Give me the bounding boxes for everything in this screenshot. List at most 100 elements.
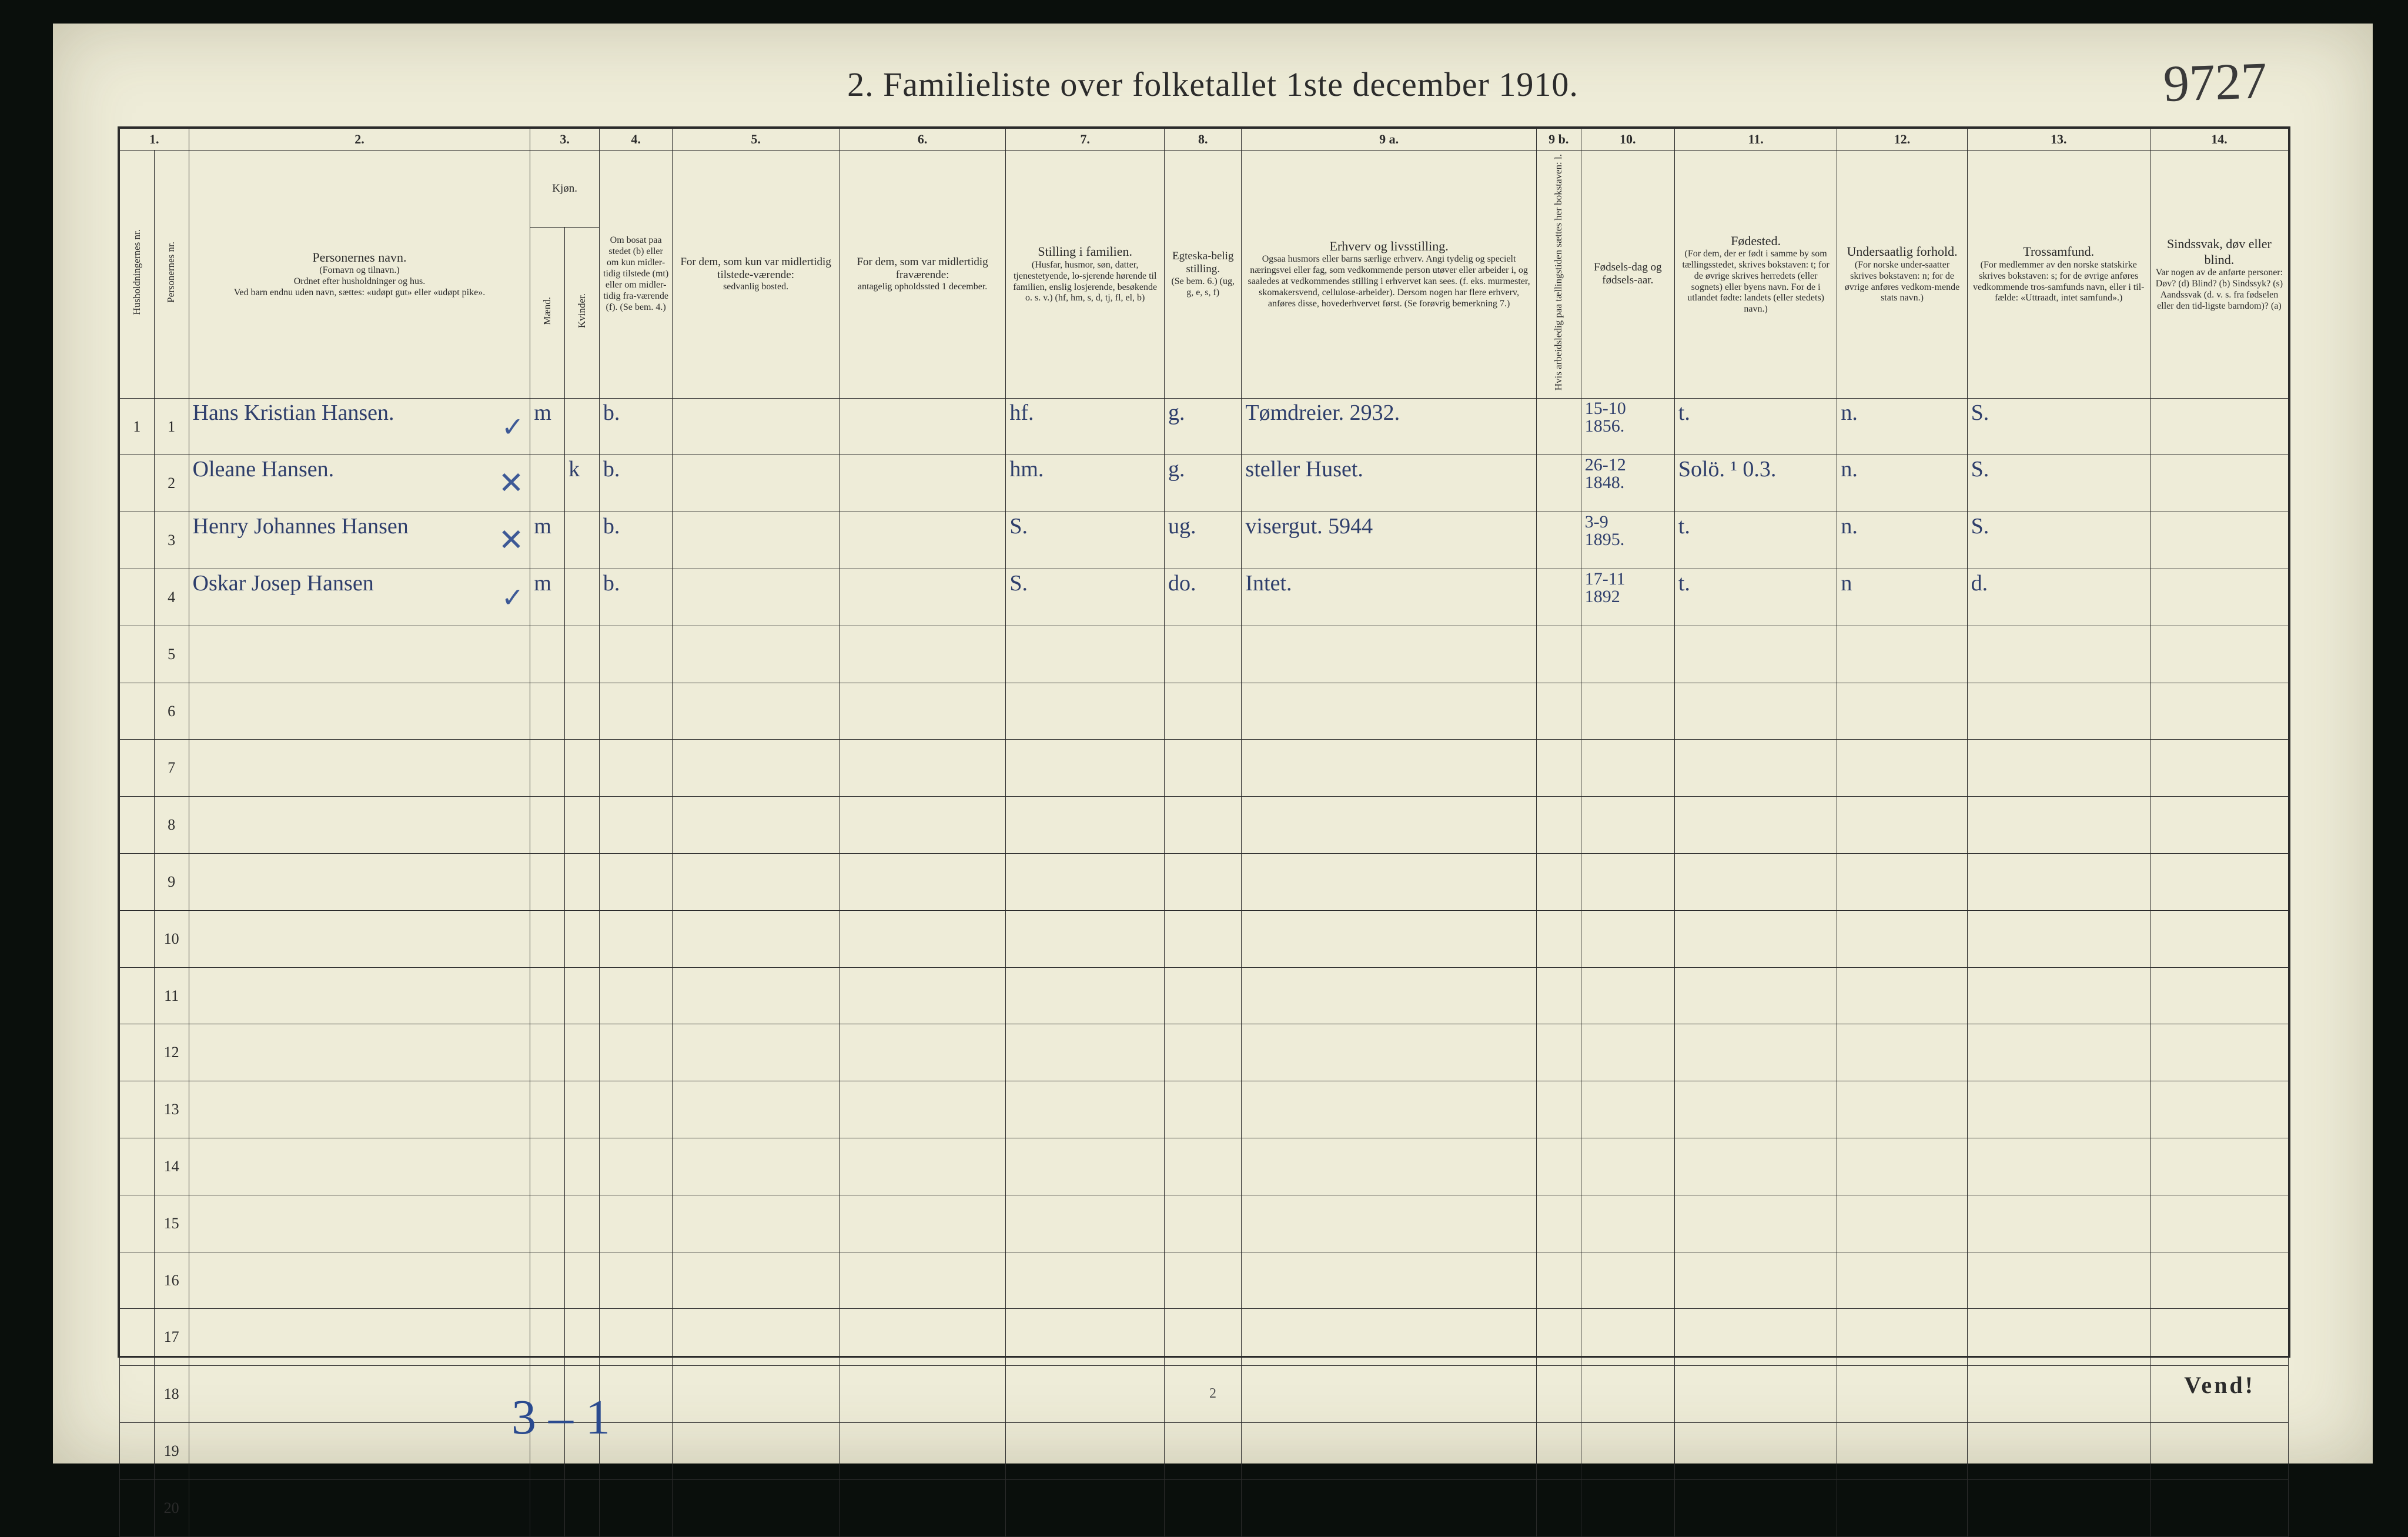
cell-person-nr: 20 bbox=[154, 1479, 189, 1536]
cell-empty bbox=[2150, 967, 2288, 1024]
cell-empty bbox=[599, 1138, 672, 1195]
cell-person-nr: 1 bbox=[154, 398, 189, 455]
cell-empty bbox=[1165, 1479, 1242, 1536]
cell-empty bbox=[1837, 910, 1967, 967]
cell-empty bbox=[673, 1252, 840, 1309]
cell-empty bbox=[189, 1252, 530, 1309]
cell-bosat: b. bbox=[599, 569, 672, 626]
cell-hh-nr bbox=[120, 854, 155, 911]
cell-sex-m: m bbox=[530, 569, 565, 626]
head-c9a-main: Erhverv og livsstilling. bbox=[1329, 239, 1448, 253]
cell-empty bbox=[189, 740, 530, 797]
cell-person-nr: 16 bbox=[154, 1252, 189, 1309]
cell-fodested: t. bbox=[1674, 398, 1837, 455]
cell-sex-k bbox=[565, 569, 600, 626]
cell-empty bbox=[1242, 626, 1536, 683]
head-name-sub3: Ved barn endnu uden navn, sættes: «udøpt… bbox=[193, 288, 527, 299]
cell-empty bbox=[673, 683, 840, 740]
page-title: 2. Familieliste over folketallet 1ste de… bbox=[53, 65, 2373, 104]
column-header-row: Husholdningernes nr. Personernes nr. Per… bbox=[120, 151, 2289, 228]
cell-empty bbox=[1242, 854, 1536, 911]
head-c11-main: Fødested. bbox=[1731, 233, 1781, 248]
cell-empty bbox=[1006, 1195, 1165, 1252]
cell-person-nr: 10 bbox=[154, 910, 189, 967]
cell-empty bbox=[1006, 797, 1165, 854]
cell-empty bbox=[1674, 1479, 1837, 1536]
head-name-sub2: Ordnet efter husholdninger og hus. bbox=[193, 276, 527, 288]
cell-familien: hm. bbox=[1006, 455, 1165, 512]
cell-sinds bbox=[2150, 569, 2288, 626]
cell-empty bbox=[565, 910, 600, 967]
cell-empty bbox=[1967, 1081, 2150, 1138]
cell-empty bbox=[1581, 683, 1674, 740]
cell-empty bbox=[1837, 626, 1967, 683]
cell-empty bbox=[673, 1195, 840, 1252]
head-c13-sub: (For medlemmer av den norske statskirke … bbox=[1971, 260, 2146, 305]
cell-empty bbox=[1837, 1138, 1967, 1195]
cell-empty bbox=[189, 1081, 530, 1138]
cell-person-nr: 11 bbox=[154, 967, 189, 1024]
head-c7-main: Stilling i familien. bbox=[1038, 244, 1132, 259]
cell-empty bbox=[1967, 1423, 2150, 1480]
head-midl-tilstede: For dem, som kun var midlertidig tilsted… bbox=[673, 151, 840, 399]
cell-empty bbox=[599, 1252, 672, 1309]
cell-empty bbox=[1006, 683, 1165, 740]
head-name: Personernes navn. (Fornavn og tilnavn.) … bbox=[189, 151, 530, 399]
cell-person-nr: 13 bbox=[154, 1081, 189, 1138]
head-c12-sub: (For norske under-saatter skrives boksta… bbox=[1841, 260, 1963, 305]
colnum-9b: 9 b. bbox=[1536, 129, 1581, 151]
cell-empty bbox=[189, 967, 530, 1024]
cell-hh-nr bbox=[120, 797, 155, 854]
cell-empty bbox=[1536, 1252, 1581, 1309]
cell-empty bbox=[1165, 910, 1242, 967]
cell-hh-nr: 1 bbox=[120, 398, 155, 455]
cell-empty bbox=[1674, 740, 1837, 797]
cell-hh-nr bbox=[120, 1423, 155, 1480]
cell-tros: d. bbox=[1967, 569, 2150, 626]
cell-empty bbox=[1674, 1024, 1837, 1081]
cell-tros: S. bbox=[1967, 455, 2150, 512]
cell-empty bbox=[189, 626, 530, 683]
cell-sex-k bbox=[565, 512, 600, 569]
table-row: 2Oleane Hansen.kb.hm.g.steller Huset.26-… bbox=[120, 455, 2289, 512]
cell-empty bbox=[1165, 1024, 1242, 1081]
cell-empty bbox=[1967, 740, 2150, 797]
cell-empty bbox=[1536, 910, 1581, 967]
cell-empty bbox=[1837, 683, 1967, 740]
cell-undersaat: n. bbox=[1837, 512, 1967, 569]
cell-empty bbox=[1006, 1479, 1165, 1536]
head-name-main: Personernes navn. bbox=[312, 250, 406, 265]
head-c8-sub: (Se bem. 6.) (ug, g, e, s, f) bbox=[1168, 276, 1238, 299]
cell-empty bbox=[673, 967, 840, 1024]
cell-empty bbox=[2150, 797, 2288, 854]
head-c5-main: For dem, som kun var midlertidig tilsted… bbox=[680, 256, 831, 281]
head-c7-sub: (Husfar, husmor, søn, datter, tjenestety… bbox=[1009, 260, 1160, 305]
cell-hh-nr bbox=[120, 1252, 155, 1309]
cell-sex-m bbox=[530, 455, 565, 512]
head-c13-main: Trossamfund. bbox=[2023, 244, 2094, 259]
head-person-nr: Personernes nr. bbox=[154, 151, 189, 399]
cell-empty bbox=[839, 797, 1006, 854]
cell-empty bbox=[1242, 910, 1536, 967]
cell-familien: hf. bbox=[1006, 398, 1165, 455]
cell-empty bbox=[1165, 1423, 1242, 1480]
cell-egte: g. bbox=[1165, 398, 1242, 455]
colnum-10: 10. bbox=[1581, 129, 1674, 151]
table-row: 20 bbox=[120, 1479, 2289, 1536]
head-egte: Egteska-belig stilling. (Se bem. 6.) (ug… bbox=[1165, 151, 1242, 399]
handwritten-corner-number: 9727 bbox=[2162, 51, 2267, 114]
cell-empty bbox=[1006, 854, 1165, 911]
cell-empty bbox=[1581, 1138, 1674, 1195]
cell-sinds bbox=[2150, 455, 2288, 512]
cell-hh-nr bbox=[120, 1081, 155, 1138]
cell-hh-nr bbox=[120, 569, 155, 626]
cell-empty bbox=[673, 1309, 840, 1366]
table-row: 15 bbox=[120, 1195, 2289, 1252]
cell-erhverv: steller Huset. bbox=[1242, 455, 1536, 512]
cell-familien: S. bbox=[1006, 512, 1165, 569]
cell-familien: S. bbox=[1006, 569, 1165, 626]
cell-empty bbox=[565, 1309, 600, 1366]
head-familien: Stilling i familien. (Husfar, husmor, sø… bbox=[1006, 151, 1165, 399]
table-row: 5 bbox=[120, 626, 2289, 683]
cell-fodsel: 15-10 1856. bbox=[1581, 398, 1674, 455]
